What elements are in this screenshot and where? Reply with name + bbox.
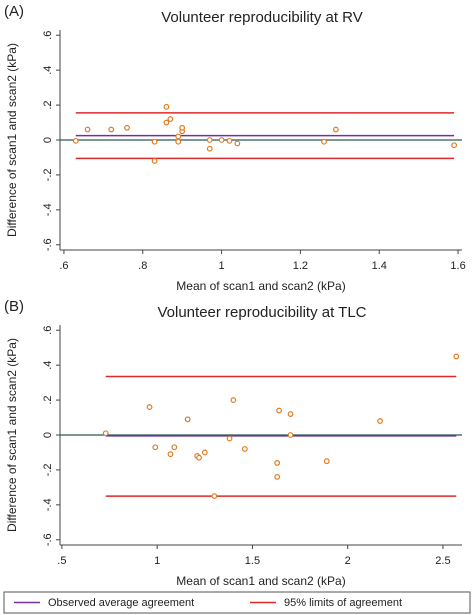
- y-axis-label: Difference of scan1 and scan2 (kPa): [5, 43, 19, 237]
- x-tick-label: 2: [345, 555, 351, 567]
- y-tick-label: 0: [42, 137, 54, 143]
- point: [196, 454, 202, 461]
- x-tick-label: 1: [219, 260, 225, 272]
- y-tick-label: .4: [42, 66, 54, 75]
- y-tick-label: .2: [42, 395, 54, 404]
- point: [287, 432, 294, 438]
- point: [218, 137, 225, 143]
- point: [151, 138, 158, 145]
- x-tick-label: .6: [59, 260, 68, 272]
- x-tick-label: .5: [57, 555, 66, 567]
- x-axis-label: Mean of scan1 and scan2 (kPa): [176, 574, 345, 588]
- x-tick-label: .8: [138, 260, 147, 272]
- x-tick-label: 1.2: [293, 260, 308, 272]
- point: [332, 126, 339, 133]
- point: [323, 458, 330, 465]
- chart-title: Volunteer reproducibility at TLC: [157, 304, 366, 321]
- point: [163, 119, 170, 126]
- point: [167, 451, 174, 458]
- point: [72, 137, 79, 144]
- legend-box: [3, 591, 471, 614]
- point: [234, 140, 241, 147]
- y-tick-label: .6: [42, 326, 54, 335]
- point: [453, 353, 460, 360]
- y-tick-label: 0: [42, 432, 54, 438]
- y-tick-label: .4: [42, 361, 54, 370]
- point: [171, 444, 178, 451]
- point: [146, 404, 153, 410]
- x-axis-label: Mean of scan1 and scan2 (kPa): [176, 279, 345, 293]
- point: [241, 446, 248, 452]
- point: [226, 435, 233, 442]
- point: [321, 138, 327, 145]
- point: [230, 397, 237, 403]
- point: [377, 418, 383, 424]
- y-tick-label: -.2: [42, 168, 54, 181]
- point: [206, 145, 213, 152]
- point: [274, 474, 281, 480]
- point: [84, 126, 91, 133]
- point: [124, 124, 130, 131]
- x-tick-label: 2.5: [435, 555, 450, 567]
- y-axis-label: Difference of scan1 and scan2 (kPa): [5, 338, 19, 532]
- y-tick-label: -.2: [42, 463, 54, 476]
- legend-label: 95% limits of agreement: [284, 597, 402, 609]
- point: [206, 137, 213, 143]
- panel-label: (A): [4, 3, 24, 20]
- point: [211, 493, 218, 500]
- y-tick-label: -.6: [42, 533, 54, 546]
- y-tick-label: -.6: [42, 238, 54, 251]
- point: [152, 444, 159, 451]
- point: [108, 126, 115, 133]
- point: [175, 138, 182, 145]
- point: [274, 460, 281, 466]
- x-tick-label: 1.4: [372, 260, 387, 272]
- x-tick-label: 1.5: [245, 555, 260, 567]
- point: [175, 133, 182, 140]
- chart-title: Volunteer reproducibility at RV: [161, 9, 363, 26]
- legend-label: Observed average agreement: [48, 597, 194, 609]
- point: [287, 411, 294, 417]
- x-tick-label: 1.6: [450, 260, 465, 272]
- panel-label: (B): [4, 298, 24, 315]
- point: [102, 430, 109, 437]
- point: [451, 142, 458, 149]
- y-tick-label: .6: [42, 31, 54, 40]
- point: [163, 103, 170, 110]
- point: [167, 116, 174, 122]
- point: [151, 158, 158, 164]
- x-tick-label: 1: [154, 555, 160, 567]
- point: [276, 407, 282, 414]
- point: [201, 449, 208, 456]
- point: [184, 416, 191, 423]
- point: [226, 137, 233, 144]
- y-tick-label: -.4: [42, 498, 54, 511]
- y-tick-label: .2: [42, 100, 54, 109]
- y-tick-label: -.4: [42, 203, 54, 216]
- point: [179, 124, 186, 131]
